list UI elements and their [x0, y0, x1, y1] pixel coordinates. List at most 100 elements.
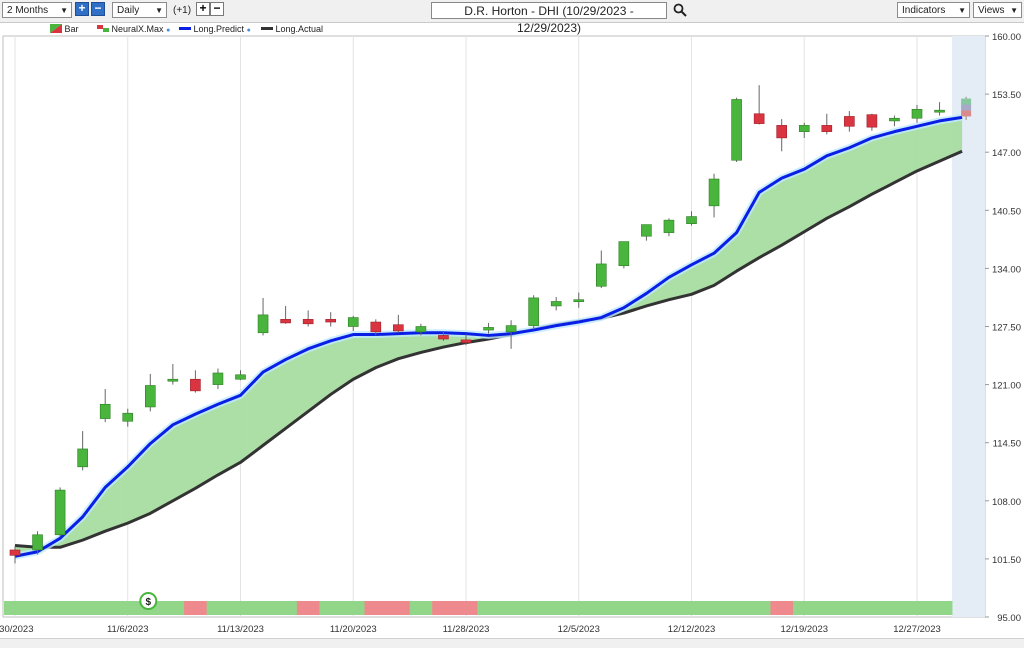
candle-body — [528, 297, 539, 326]
neuralx-strip-segment — [71, 601, 95, 615]
candle-body — [167, 378, 179, 382]
candle-body — [32, 534, 43, 551]
candle-body — [122, 412, 134, 422]
long-actual-line — [14, 149, 963, 549]
candle-body — [731, 99, 742, 161]
neuralx-strip-segment — [680, 601, 704, 615]
zoom-out-button[interactable]: − — [91, 2, 105, 16]
neuralx-strip-segment — [161, 601, 185, 615]
candle-body — [595, 263, 607, 287]
toolbar: 2 Months ▼ + − Daily ▼ (+1) + − D.R. Hor… — [0, 0, 1024, 35]
forecast-body-mid — [961, 104, 972, 111]
views-select[interactable]: Views ▼ — [973, 2, 1022, 18]
x-tick-label: 11/6/2023 — [107, 624, 149, 635]
neuralx-strip-segment — [590, 601, 614, 615]
chevron-down-icon: ▼ — [958, 6, 966, 15]
neuralx-strip-segment — [93, 601, 117, 615]
neuralx-strip-segment — [4, 601, 27, 615]
views-label: Views — [978, 5, 1005, 16]
price-chart[interactable]: 160.00 153.50 147.00 140.50 134.00 127.50 121.… — [0, 22, 1024, 638]
neuralx-strip-segment — [815, 601, 839, 615]
y-tick-label: 153.50 — [992, 90, 1021, 101]
minus-icon: − — [94, 1, 102, 15]
indicators-label: Indicators — [902, 5, 946, 16]
interval-select[interactable]: Daily ▼ — [112, 2, 167, 18]
y-tick-label: 121.00 — [992, 381, 1021, 392]
neuralx-strip-segment — [116, 601, 140, 615]
neuralx-strip-segment — [770, 601, 794, 615]
neuralx-strip-segment — [567, 601, 591, 615]
candle-body — [235, 374, 246, 380]
x-tick-label: 12/5/2023 — [558, 624, 600, 635]
neuralx-strip-segment — [657, 601, 681, 615]
neuralx-strip-segment — [364, 601, 388, 615]
horizontal-scrollbar[interactable] — [0, 638, 1024, 648]
interval-value: Daily — [117, 5, 140, 16]
x-tick-label: 11/20/2023 — [330, 624, 377, 635]
candle-body — [708, 178, 720, 207]
candle-body — [889, 117, 900, 122]
search-icon[interactable] — [673, 3, 687, 17]
legend-item-long-predict: Long.Predict ● — [179, 24, 251, 34]
legend-item-long-actual: Long.Actual — [261, 24, 323, 34]
x-tick-label: 12/27/2023 — [893, 624, 941, 635]
candle-body — [550, 301, 562, 307]
y-tick-label: 108.00 — [992, 497, 1021, 508]
candle-body — [54, 489, 66, 536]
offset-plus-button[interactable]: + — [196, 2, 210, 16]
candle-body — [934, 109, 945, 113]
period-value: 2 Months — [7, 5, 49, 16]
legend-label: Bar — [64, 24, 79, 34]
neuralx-strip-segment — [792, 601, 817, 615]
chart-title: D.R. Horton - DHI (10/29/2023 - 12/29/20… — [431, 2, 667, 35]
candle-body — [798, 125, 810, 132]
neuralx-strip-segment — [296, 601, 320, 615]
indicators-select[interactable]: Indicators ▼ — [897, 2, 970, 18]
x-tick-label: 11/28/2023 — [443, 624, 490, 635]
neuralx-strip-segment — [274, 601, 298, 615]
candle-body — [325, 319, 337, 323]
line-swatch-icon — [179, 27, 191, 30]
candle-body — [663, 219, 675, 233]
candle-body — [573, 299, 585, 302]
x-tick-label: 12/12/2023 — [668, 624, 716, 635]
zoom-in-button[interactable]: + — [75, 2, 89, 16]
neuralx-strip-segment — [860, 601, 884, 615]
neuralx-strip-segment — [635, 601, 659, 615]
candle-body — [686, 216, 697, 225]
legend-label: Long.Predict — [193, 24, 245, 34]
y-tick-label: 101.50 — [992, 555, 1021, 566]
candle-body — [505, 325, 517, 333]
candle-body — [844, 116, 855, 127]
neuralx-strip-segment — [905, 601, 929, 615]
candle-body — [370, 321, 382, 333]
candle-body — [302, 319, 314, 325]
y-tick-label: 160.00 — [992, 32, 1021, 43]
neuralx-strip-segment — [229, 601, 253, 615]
line-swatch-icon — [261, 27, 273, 30]
plus-icon: + — [78, 1, 86, 15]
legend-label: NeuralX.Max — [111, 24, 164, 34]
neuralx-strip-segment — [48, 601, 72, 615]
candle-body — [776, 125, 788, 139]
offset-minus-button[interactable]: − — [210, 2, 224, 16]
neuralx-strip-segment — [702, 601, 726, 615]
neuralx-strip-segment — [387, 601, 411, 615]
candle-body — [212, 372, 224, 385]
forecast-body-top — [961, 98, 972, 105]
neuralx-strip-segment — [184, 601, 208, 615]
neuralx-strip-segment — [477, 601, 501, 615]
candle-body — [438, 335, 449, 340]
chevron-down-icon: ▼ — [155, 6, 163, 15]
y-tick-label: 134.00 — [992, 264, 1021, 275]
candle-body — [911, 108, 923, 119]
neuralx-strip-segment — [319, 601, 343, 615]
plus-icon: + — [199, 1, 207, 15]
legend-label: Long.Actual — [275, 24, 324, 34]
neuralx-strip-segment — [883, 601, 907, 615]
bar-icon — [50, 24, 62, 33]
period-select[interactable]: 2 Months ▼ — [2, 2, 72, 18]
candle-body — [393, 324, 404, 332]
neuralx-strip-segment — [544, 601, 568, 615]
neuralx-strip-segment — [522, 601, 546, 615]
